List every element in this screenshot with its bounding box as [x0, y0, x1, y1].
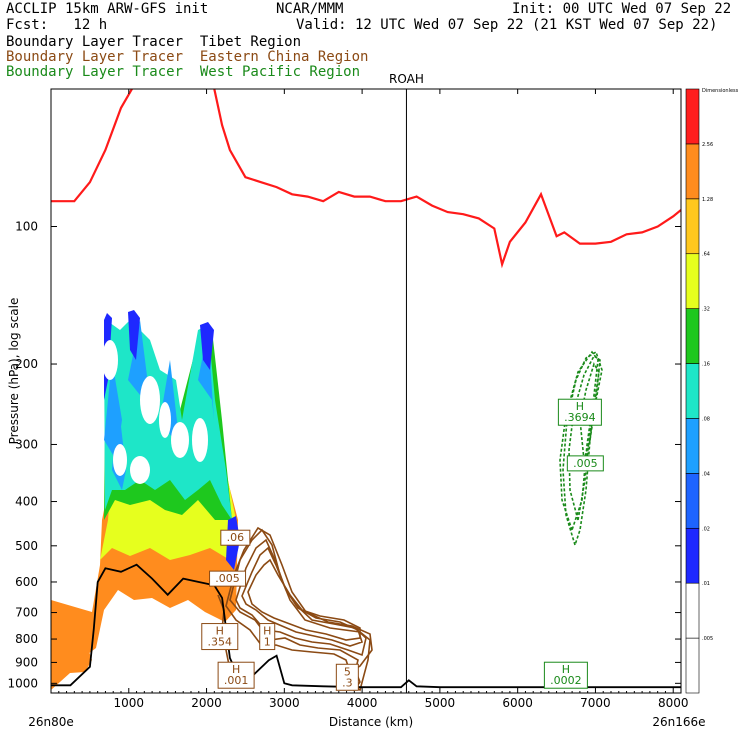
tracer-fill-lowlevel [51, 625, 92, 693]
legend-tibet: Boundary Layer Tracer Tibet Region [6, 34, 302, 50]
colorbar-level-label: .005 [702, 636, 713, 642]
legend-west-pacific: Boundary Layer Tracer West Pacific Regio… [6, 64, 361, 80]
colorbar-swatch-2 [685, 527, 700, 584]
colorbar-swatch-0 [685, 637, 700, 694]
colorbar-swatch-7 [685, 253, 700, 309]
legend-eastern-china: Boundary Layer Tracer Eastern China Regi… [6, 49, 369, 65]
y-tick-label: 900 [15, 655, 38, 669]
y-tick-label: 400 [15, 495, 38, 509]
annotation-label-0-1: .3694 [564, 411, 596, 424]
annotation-box-7 [217, 661, 255, 689]
annotation-box-6 [259, 623, 276, 651]
tropopause-line [51, 89, 681, 269]
eastern-china-contour-4 [247, 558, 361, 641]
annotation-label-8-1: .3 [342, 676, 353, 689]
annotation-label-8-0: 5 [344, 665, 351, 678]
annotation-label-2-1: .0002 [550, 674, 582, 687]
x-tick-label: 4000 [347, 696, 378, 710]
y-tick-label: 700 [15, 606, 38, 620]
colorbar-level-label: .04 [702, 471, 710, 477]
colorbar-level-label: .16 [702, 362, 710, 368]
y-tick-label: 200 [15, 357, 38, 371]
colorbar-level-label: 2.56 [702, 142, 713, 148]
y-axis-title: Pressure (hPa), log scale [7, 298, 21, 445]
tracer-fill-0.02-b [128, 310, 140, 360]
forecast-hour: Fcst: 12 h [6, 17, 108, 33]
colorbar-level-label: .08 [702, 416, 710, 422]
colorbar-level-label: 1.28 [702, 197, 713, 203]
y-tick-label: 500 [15, 539, 38, 553]
annotation-label-5-0: H [216, 625, 224, 638]
tracer-gap-4 [192, 418, 208, 462]
y-tick-label: 600 [15, 575, 38, 589]
colorbar-swatch-4 [685, 418, 700, 474]
valid-time: Valid: 12 UTC Wed 07 Sep 22 (21 KST Wed … [296, 17, 718, 33]
model-title: ACCLIP 15km ARW-GFS init [6, 1, 209, 17]
annotation-label-7-0: H [232, 663, 240, 676]
x-tick-label: 8000 [658, 696, 689, 710]
colorbar-level-label: .01 [702, 581, 710, 587]
colorbar-title: Dimensionless [702, 88, 739, 94]
annotation-box-4 [209, 570, 247, 587]
y-tick-label: 1000 [7, 676, 38, 690]
x-tick-label: 7000 [580, 696, 611, 710]
annotation-label-6-0: H [263, 625, 271, 638]
colorbar-swatch-8 [685, 198, 700, 255]
y-tick-label: 300 [15, 437, 38, 451]
y-tick-label: 800 [15, 632, 38, 646]
annotation-label-2-0: H [562, 663, 570, 676]
colorbar-swatch-1 [685, 582, 700, 639]
colorbar-level-label: .02 [702, 526, 710, 532]
right-endpoint-label: 26n166e [652, 715, 705, 729]
eastern-china-contour-0 [229, 528, 371, 692]
tracer-gap-3 [113, 444, 127, 476]
annotation-label-5-1: .354 [208, 636, 233, 649]
x-tick-label: 6000 [502, 696, 533, 710]
tracer-fill-0.02-c [200, 322, 214, 370]
west-pacific-contour-0 [562, 350, 603, 548]
annotation-label-1-0: .005 [573, 457, 598, 470]
colorbar-swatch-9 [685, 143, 700, 200]
tracer-gap-5 [130, 456, 150, 484]
colorbar-level-label: .32 [702, 307, 710, 313]
annotation-box-5 [201, 623, 239, 651]
tracer-gap-1 [140, 376, 160, 424]
annotation-label-0-0: H [576, 400, 584, 413]
tracer-gap-6 [159, 402, 171, 438]
roah-marker-label: ROAH [389, 72, 424, 86]
annotation-label-3-0: .06 [227, 531, 245, 544]
organization-label: NCAR/MMM [276, 1, 344, 17]
x-tick-label: 3000 [269, 696, 300, 710]
colorbar-swatch-3 [685, 473, 700, 529]
annotation-box-0 [557, 398, 602, 426]
tracer-gap-2 [171, 422, 189, 458]
annotation-box-1 [566, 455, 604, 472]
annotation-box-3 [220, 529, 251, 546]
annotation-label-7-1: .001 [224, 674, 249, 687]
annotation-label-4-0: .005 [215, 572, 240, 585]
init-time: Init: 00 UTC Wed 07 Sep 22 [512, 1, 732, 17]
colorbar-swatch-6 [685, 308, 700, 364]
plot-frame [50, 88, 682, 694]
left-endpoint-label: 26n80e [28, 715, 74, 729]
annotation-box-2 [543, 661, 588, 689]
x-axis-title: Distance (km) [329, 715, 413, 729]
x-tick-label: 5000 [425, 696, 456, 710]
colorbar-level-label: .64 [702, 252, 710, 258]
colorbar-swatch-10 [685, 88, 700, 145]
tracer-fill-0.08-3 [198, 330, 214, 420]
x-tick-label: 2000 [191, 696, 222, 710]
annotation-label-6-1: 1 [264, 636, 271, 649]
tracer-gap-0 [102, 340, 118, 380]
x-tick-label: 1000 [114, 696, 145, 710]
annotation-box-8 [335, 663, 359, 691]
colorbar-swatch-5 [685, 363, 700, 419]
y-tick-label: 100 [15, 220, 38, 234]
